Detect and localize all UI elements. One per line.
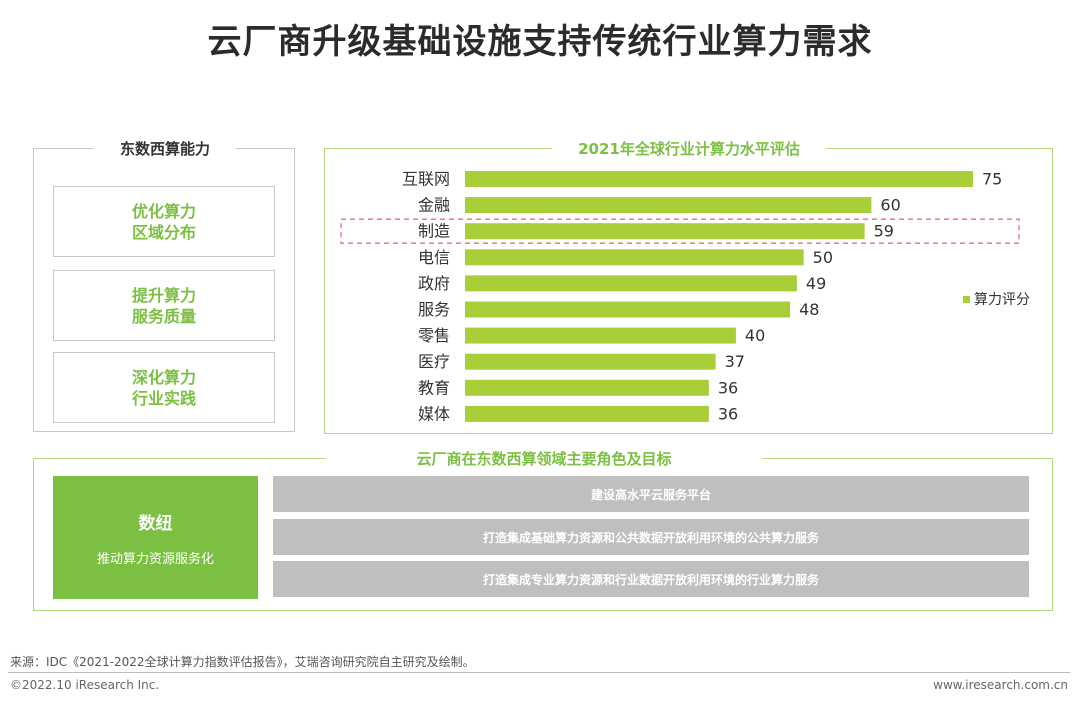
data-label: 50 [813,248,833,267]
capability-item-line2: 区域分布 [131,222,196,242]
role-box: 数纽 推动算力资源服务化 [53,476,258,599]
bar [465,197,872,214]
bar [465,327,736,344]
page-title: 云厂商升级基础设施支持传统行业算力需求 [207,22,873,62]
bar [465,405,709,422]
capability-item: 深化算力 行业实践 [53,352,275,423]
footer-divider [8,672,1070,673]
bar [465,353,716,370]
source-note: 来源：IDC《2021-2022全球计算力指数评估报告》，艾瑞咨询研究院自主研究… [10,655,475,669]
data-label: 48 [799,300,819,319]
bar [465,379,709,396]
category-label: 金融 [418,196,450,215]
capability-item-line2: 行业实践 [131,388,196,408]
site-url: www.iresearch.com.cn [933,678,1068,692]
capability-item-line1: 优化算力 [131,201,196,221]
data-label: 49 [806,274,826,293]
copyright: ©2022.10 iResearch Inc. [10,678,160,692]
data-label: 60 [880,196,900,215]
data-label: 36 [718,404,738,423]
goal-bar: 建设高水平云服务平台 [273,476,1029,512]
data-label: 75 [982,170,1002,189]
bar [465,249,804,266]
category-label: 电信 [418,248,450,267]
data-label: 59 [874,222,894,241]
data-label: 40 [745,326,765,345]
chart-panel: 2021年全球行业计算力水平评估 互联网 75 金融 60 制造 59 电信 50 政府 49 服务… [324,138,1053,434]
data-label: 36 [718,378,738,397]
capability-panel-title: 东数西算能力 [94,138,236,160]
bar [465,171,973,187]
capability-item-line1: 提升算力 [131,285,196,305]
role-description: 推动算力资源服务化 [96,551,214,567]
capability-item-line1: 深化算力 [131,367,196,387]
bar [465,223,865,240]
capability-panel: 东数西算能力 优化算力 区域分布 提升算力 服务质量 深化算力 行业实践 [33,138,295,432]
role-panel: 云厂商在东数西算领域主要角色及目标 数纽 推动算力资源服务化 建设高水平云服务平… [33,448,1053,611]
category-label: 服务 [418,300,450,319]
goal-bar: 打造集成专业算力资源和行业数据开放利用环境的行业算力服务 [273,561,1029,597]
capability-item-line2: 服务质量 [131,306,196,326]
category-label: 制造 [418,222,450,241]
capability-item: 优化算力 区域分布 [53,186,275,257]
category-label: 零售 [418,326,450,345]
capability-item: 提升算力 服务质量 [53,270,275,341]
goal-bar: 打造集成基础算力资源和公共数据开放利用环境的公共算力服务 [273,519,1029,555]
role-panel-title: 云厂商在东数西算领域主要角色及目标 [326,448,762,470]
category-label: 政府 [418,274,450,293]
role-name: 数纽 [138,513,173,534]
legend-marker [963,296,970,303]
bar-chart: 互联网 75 金融 60 制造 59 电信 50 政府 49 服务 48 零售 40 医疗 37 教育 36 媒体 3… [340,170,1030,423]
category-label: 医疗 [418,352,450,371]
bar [465,275,797,292]
chart-title: 2021年全球行业计算力水平评估 [552,138,826,160]
bar [465,301,791,318]
category-label: 互联网 [402,170,450,189]
category-label: 媒体 [418,404,450,423]
legend-label: 算力评分 [974,292,1030,308]
data-label: 37 [725,352,745,371]
category-label: 教育 [418,378,450,397]
